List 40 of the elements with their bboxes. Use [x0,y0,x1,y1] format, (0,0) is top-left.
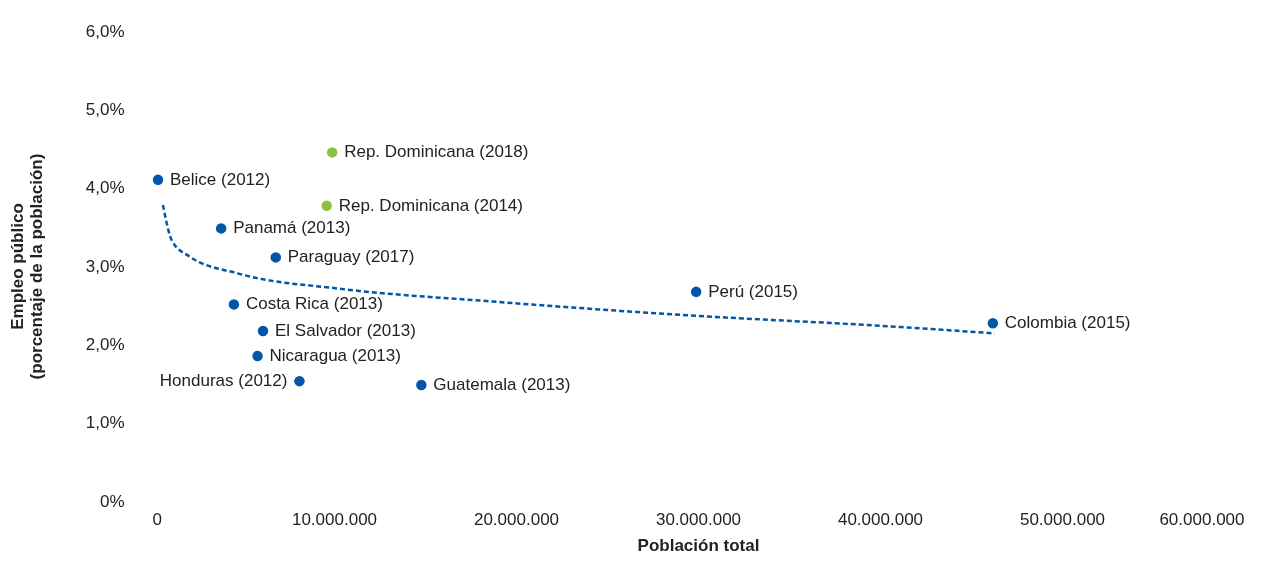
annotation: Panamá (2013) [233,218,351,238]
y-tick-label: 6,0% [85,21,125,41]
point [416,379,427,391]
y-tick-label: 1,0% [85,413,125,433]
point [294,375,305,387]
y-tick-label: 0% [99,491,125,511]
x-tick-label: 50.000.000 [1019,509,1106,529]
annotation: Colombia (2015) [1004,313,1131,333]
annotation: Nicaragua (2013) [269,346,401,366]
annotation: Costa Rica (2013) [245,294,383,314]
y-tick-label: 3,0% [85,256,125,276]
point [987,317,999,329]
annotation: Honduras (2012) [159,371,288,391]
annotation: Rep. Dominicana (2014) [338,195,523,215]
x-axis-title: Población total [637,535,760,555]
x-tick-label: 40.000.000 [837,509,924,529]
annotation: Paraguay (2017) [287,247,415,267]
point [270,252,281,263]
x-tick-label: 0 [152,509,162,529]
annotation: Rep. Dominicana (2018) [344,142,529,162]
point [228,299,240,310]
point [690,286,702,298]
annotation: Perú (2015) [708,281,798,301]
x-tick-label: 30.000.000 [655,509,742,529]
y-axis-title: Empleo público (porcentaje de la población) [7,153,46,380]
x-tick-label: 20.000.000 [473,509,560,529]
point [321,200,332,211]
y-tick-label: 2,0% [85,334,125,354]
annotation: El Salvador (2013) [275,321,416,341]
point [152,174,164,186]
y-tick-label: 5,0% [85,99,125,119]
point [257,325,269,337]
x-tick-label: 10.000.000 [291,509,378,529]
y-tick-label: 4,0% [85,178,125,198]
annotation: Guatemala (2013) [433,375,571,395]
annotation: Belice (2012) [170,169,271,189]
x-tick-label: 60.000.000 [1159,509,1245,529]
point [252,350,263,362]
point [326,147,338,158]
point [215,223,227,234]
